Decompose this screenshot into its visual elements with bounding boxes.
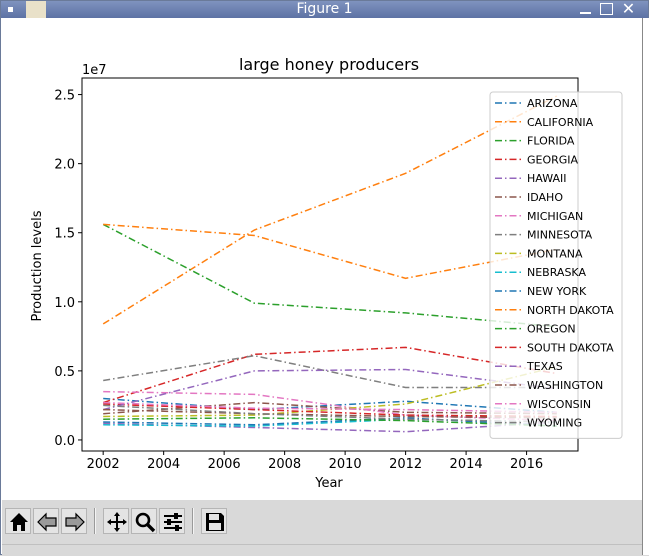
chart: large honey producers 1e7 Year Productio…	[30, 55, 623, 491]
minimize-button[interactable]	[578, 2, 593, 16]
close-icon[interactable]: ✕	[621, 0, 636, 18]
x-tick-label: 2012	[389, 457, 422, 472]
toolbar-separator	[94, 508, 96, 534]
series-line-georgia	[102, 346, 557, 404]
y-tick-label: 1.0	[54, 296, 75, 311]
series-line-washington	[103, 408, 557, 419]
chart-title: large honey producers	[239, 55, 419, 74]
series-line-north-dakota	[103, 223, 557, 280]
legend-label: ARIZONA	[527, 97, 578, 110]
zoom-button[interactable]	[131, 508, 157, 534]
home-button[interactable]	[5, 508, 31, 534]
legend-label: NEW YORK	[527, 285, 587, 298]
app-icon	[26, 1, 46, 18]
legend-label: TEXAS	[526, 360, 563, 373]
home-icon	[10, 513, 28, 531]
window-right-border	[642, 18, 649, 555]
legend-label: GEORGIA	[527, 153, 579, 166]
figure-canvas[interactable]: large honey producers 1e7 Year Productio…	[2, 18, 642, 500]
series-line-idaho	[103, 401, 557, 415]
legend-label: IDAHO	[527, 191, 563, 204]
y-multiplier-label: 1e7	[82, 63, 107, 78]
forward-button[interactable]	[61, 508, 87, 534]
y-tick-label: 1.5	[54, 227, 75, 242]
x-tick-label: 2008	[268, 457, 301, 472]
legend: ARIZONA CALIFORNIA FLORIDA GEORGIA HAWAII IDA…	[489, 91, 623, 439]
x-axis-label: Year	[314, 476, 343, 491]
series-line-wyoming	[103, 404, 557, 423]
pan-button[interactable]	[103, 508, 129, 534]
navigation-toolbar	[2, 500, 642, 544]
legend-label: SOUTH DAKOTA	[527, 341, 614, 354]
series-line-california	[102, 95, 558, 325]
magnifier-icon	[135, 512, 156, 533]
title-bar: Figure 1 ✕	[1, 1, 648, 18]
series-line-florida	[102, 223, 557, 328]
legend-label: MICHIGAN	[527, 210, 583, 223]
window-title: Figure 1	[296, 1, 353, 17]
series-line-montana	[103, 365, 557, 418]
legend-label: WYOMING	[527, 417, 582, 430]
legend-label: WISCONSIN	[527, 398, 591, 411]
configure-subplots-button[interactable]	[159, 508, 185, 534]
legend-label: CALIFORNIA	[527, 116, 594, 129]
maximize-button[interactable]	[599, 2, 614, 16]
legend-label: HAWAII	[527, 172, 566, 185]
legend-label: NORTH DAKOTA	[527, 304, 614, 317]
series-line-arizona	[103, 397, 557, 414]
x-tick-label: 2006	[208, 457, 241, 472]
series-line-new-york	[103, 417, 557, 427]
y-tick-label: 2.5	[54, 89, 75, 104]
back-button[interactable]	[33, 508, 59, 534]
x-tick-label: 2004	[147, 457, 180, 472]
series-line-texas	[103, 368, 557, 411]
legend-label: FLORIDA	[527, 135, 575, 148]
axis-ticks: 2002 2004 2006 2008 2010 2012 2014 2016 0.0 0.5 1.…	[54, 89, 543, 472]
floppy-disk-icon	[206, 513, 224, 531]
toolbar-separator	[192, 508, 194, 534]
x-tick-label: 2002	[87, 457, 120, 472]
legend-label: MONTANA	[527, 247, 583, 260]
series-line-oregon	[103, 417, 557, 427]
plot-lines	[102, 95, 558, 433]
y-axis-label: Production levels	[30, 210, 45, 321]
series-line-wisconsin	[103, 401, 557, 414]
legend-label: OREGON	[527, 323, 576, 336]
legend-box	[489, 91, 623, 439]
x-tick-label: 2016	[510, 457, 543, 472]
y-tick-label: 2.0	[54, 158, 75, 173]
series-line-south-dakota	[103, 403, 557, 418]
series-line-minnesota	[103, 354, 557, 389]
y-tick-label: 0.5	[54, 365, 75, 380]
x-tick-label: 2014	[450, 457, 483, 472]
legend-label: MINNESOTA	[527, 229, 593, 242]
legend-label: WASHINGTON	[527, 379, 603, 392]
status-bar	[2, 544, 642, 556]
x-tick-label: 2010	[329, 457, 362, 472]
legend-label: NEBRASKA	[527, 266, 586, 279]
sliders-icon	[164, 513, 182, 531]
move-icon	[107, 512, 127, 532]
save-button[interactable]	[201, 508, 227, 534]
arrow-left-icon	[37, 512, 57, 532]
arrow-right-icon	[65, 512, 85, 532]
y-tick-label: 0.0	[54, 434, 75, 449]
window-menu-icon[interactable]	[8, 7, 13, 12]
